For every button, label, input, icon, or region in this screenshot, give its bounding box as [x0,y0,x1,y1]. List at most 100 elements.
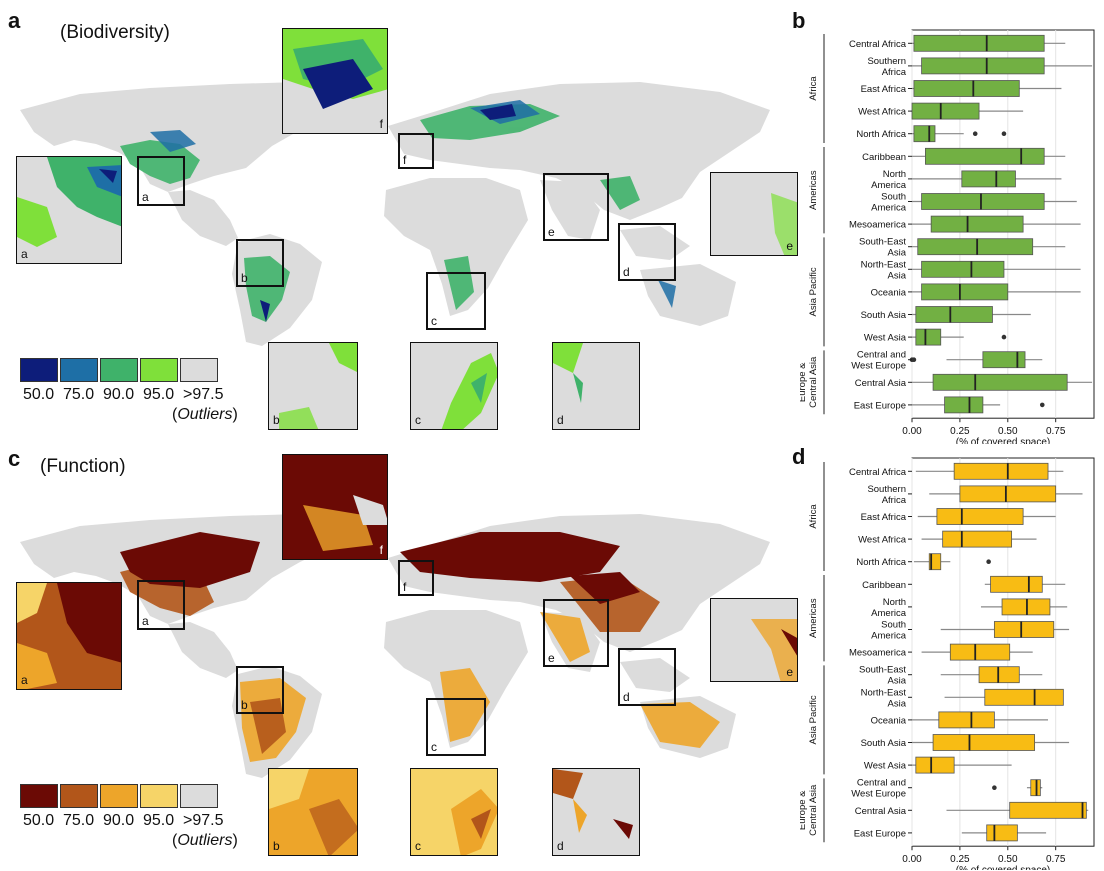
y-tick-label: North Africa [856,557,906,568]
box [993,621,1055,638]
panel-letter-b: b [792,8,806,33]
y-tick-label: Central Africa [849,39,907,50]
group-label: Africa [808,76,819,101]
group-label: Americas [808,598,819,638]
box [990,575,1043,593]
y-tick-label: South-East [859,237,906,248]
box [944,396,984,414]
y-tick-label: East Africa [861,512,907,523]
high-coverage-areas-green [120,104,640,322]
group-label: Asia Pacific [808,267,819,316]
region-box-f[interactable]: f [398,560,434,596]
legend-swatch-50 [20,784,58,808]
legend-swatch-95 [140,784,178,808]
outlier-point [911,357,917,363]
box [913,125,936,143]
inset-f-function: f [282,454,388,560]
inset-a-biodiversity: a [16,156,122,264]
legend-label: 75.0 [63,386,95,403]
region-box-f[interactable]: f [398,133,434,169]
x-tick-label: 0.25 [950,426,970,437]
box [978,666,1020,684]
panel-letter-d: d [792,444,806,469]
inset-c-biodiversity: c [410,342,498,430]
box [949,643,1011,661]
outlier-point [1001,131,1007,136]
legend-label: 90.0 [103,812,135,829]
region-box-a[interactable]: a [137,580,185,630]
y-tick-label: East Europe [854,400,906,411]
x-tick-label: 0.25 [950,854,970,865]
y-tick-label: South Asia [861,738,907,749]
y-tick-label: Asia [888,698,907,709]
y-tick-label: Oceania [871,715,907,726]
panel-title-function: (Function) [40,456,126,477]
region-box-b[interactable]: b [236,239,284,287]
region-box-c[interactable]: c [426,272,486,330]
region-box-c[interactable]: c [426,698,486,756]
box [915,756,955,774]
y-tick-label: West Europe [851,361,906,372]
biodiversity-world-map [20,64,770,346]
y-tick-label: Central and [857,350,906,361]
coverage-areas-darkred [120,532,640,604]
inset-a-function: a [16,582,122,690]
box [942,530,1013,548]
box [961,170,1016,188]
inset-e-biodiversity: e [710,172,798,256]
x-tick-label: 0.75 [1046,854,1066,865]
box [986,824,1018,842]
y-tick-label: Asia [888,270,907,281]
region-box-e[interactable]: e [543,173,609,241]
y-tick-label: Caribbean [862,152,906,163]
box [921,193,1045,210]
inset-b-biodiversity: b [268,342,358,430]
x-axis-label: (% of covered space) [956,437,1051,444]
y-tick-label: Mesoamerica [849,648,907,659]
region-box-a[interactable]: a [137,156,185,206]
y-tick-label: South [881,192,906,203]
y-tick-label: West Asia [864,761,907,772]
box [932,373,1068,391]
box [932,734,1036,751]
region-box-b[interactable]: b [236,666,284,714]
y-tick-label: West Africa [858,107,907,118]
panel-letter-a: a [8,8,21,33]
y-tick-label: Southern [867,484,906,495]
legend-outliers-note: (Outliers) [172,832,238,849]
group-label: Asia Pacific [808,695,819,744]
inset-f-biodiversity: f [282,28,388,134]
outlier-point [1001,334,1007,340]
function-world-map [20,496,770,778]
box [921,57,1045,75]
box [917,238,1034,256]
legend-label: >97.5 [183,812,224,829]
y-tick-label: West Europe [851,789,906,800]
box [921,283,1009,301]
group-label: Africa [808,504,819,529]
y-tick-label: Central and [857,778,906,789]
legend-label: 95.0 [143,812,175,829]
box [925,147,1045,165]
x-axis-label: (% of covered space) [956,865,1051,870]
legend-label: 50.0 [23,386,55,403]
legend-label: >97.5 [183,386,224,403]
inset-e-function: e [710,598,798,682]
box [1009,801,1087,819]
region-box-d[interactable]: d [618,223,676,281]
outlier-point [986,559,991,564]
box [913,34,1045,52]
y-tick-label: Central Asia [855,378,907,389]
legend-swatch-75 [60,358,98,382]
y-tick-label: Oceania [871,287,907,298]
group-label: Europe & [800,790,808,830]
box [938,711,995,729]
box [953,462,1049,480]
y-tick-label: America [871,203,907,214]
group-label: Americas [808,170,819,210]
region-box-e[interactable]: e [543,599,609,667]
legend-swatch-90 [100,784,138,808]
region-box-d[interactable]: d [618,648,676,706]
inset-c-function: c [410,768,498,856]
outlier-point [972,131,978,136]
